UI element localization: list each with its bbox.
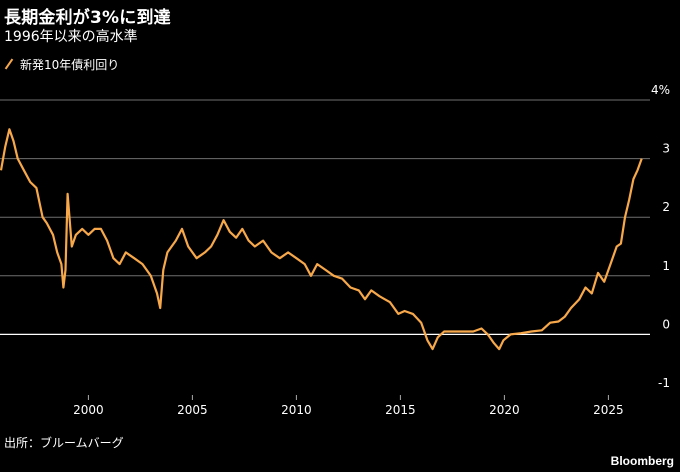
brand-logo: Bloomberg (610, 454, 674, 468)
chart-title: 長期金利が3%に到達 (4, 8, 171, 28)
x-tick-label: 2025 (593, 403, 624, 417)
x-tick-label: 2020 (489, 403, 520, 417)
grid-lines (0, 99, 650, 335)
legend: 新発10年債利回り (4, 56, 119, 72)
legend-swatch-icon (4, 59, 14, 69)
chart-subtitle: 1996年以来の高水準 (4, 29, 138, 45)
series-line-10y-yield (0, 128, 643, 351)
y-tick-label: 4% (651, 83, 670, 97)
y-tick-label: 3 (662, 142, 670, 156)
x-tick-labels: 2000 2005 2010 2015 2020 2025 (73, 395, 624, 417)
y-tick-label: 2 (662, 200, 670, 214)
y-tick-labels: -1 0 1 2 3 4% (651, 83, 670, 390)
legend-label: 新発10年債利回り (20, 57, 120, 72)
x-tick-label: 2015 (385, 403, 416, 417)
y-tick-label: 0 (662, 317, 670, 331)
source-note: 出所：ブルームバーグ (4, 436, 124, 450)
y-tick-label: -1 (658, 376, 670, 390)
x-tick-label: 2000 (73, 403, 104, 417)
x-tick-label: 2010 (281, 403, 312, 417)
y-tick-label: 1 (662, 259, 670, 273)
x-tick-label: 2005 (177, 403, 208, 417)
